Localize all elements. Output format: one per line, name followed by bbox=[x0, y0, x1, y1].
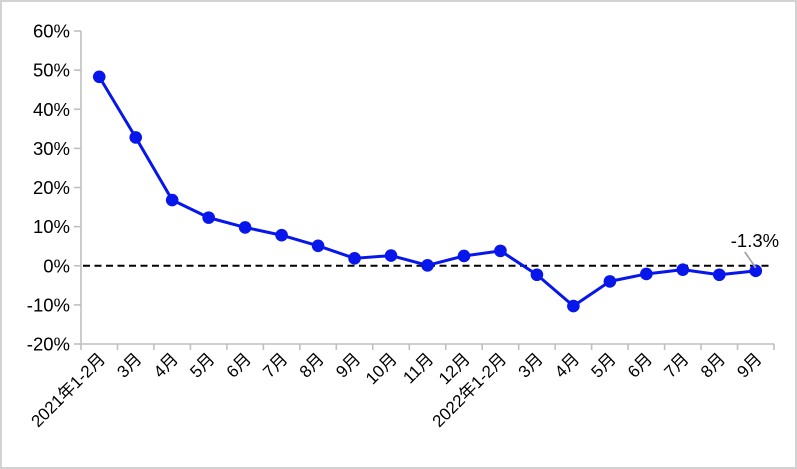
x-axis-tick-label: 11月 bbox=[399, 349, 437, 387]
x-axis-tick-label: 5月 bbox=[588, 349, 620, 381]
x-axis-tick-label: 3月 bbox=[113, 349, 145, 381]
data-point-marker bbox=[421, 259, 434, 272]
annotation-leader-line bbox=[744, 251, 757, 269]
data-point-marker bbox=[712, 268, 726, 282]
x-axis-tick-label: 10月 bbox=[362, 349, 401, 388]
y-axis-tick-label: 0% bbox=[43, 255, 70, 276]
y-axis-tick-label: -20% bbox=[27, 334, 70, 355]
x-axis-tick-label: 6月 bbox=[624, 349, 656, 381]
data-point-marker bbox=[494, 244, 507, 258]
y-axis-tick-label: 30% bbox=[33, 138, 70, 159]
x-axis-tick-label: 4月 bbox=[551, 349, 583, 381]
annotation-label: -1.3% bbox=[731, 230, 779, 251]
data-point-marker bbox=[530, 268, 544, 282]
data-point-marker bbox=[749, 264, 763, 278]
x-axis-tick-label: 4月 bbox=[150, 349, 182, 381]
x-axis-tick-label: 9月 bbox=[332, 349, 364, 381]
data-point-marker bbox=[202, 211, 215, 224]
y-axis-tick-label: 50% bbox=[33, 60, 70, 81]
data-point-marker bbox=[676, 263, 690, 276]
data-point-marker bbox=[457, 249, 471, 263]
y-axis-tick-label: 20% bbox=[33, 177, 70, 198]
data-point-marker bbox=[348, 252, 361, 265]
x-axis-tick-label: 8月 bbox=[296, 349, 328, 381]
x-axis-tick-label: 6月 bbox=[223, 349, 255, 381]
data-point-marker bbox=[275, 228, 288, 242]
x-axis-tick-label: 7月 bbox=[660, 349, 692, 381]
data-point-marker bbox=[603, 275, 617, 288]
x-axis-tick-label: 5月 bbox=[186, 349, 218, 381]
x-axis-tick-label: 7月 bbox=[259, 349, 291, 381]
x-axis-tick-label: 2021年1-2月 bbox=[27, 349, 109, 431]
data-point-marker bbox=[165, 193, 179, 207]
x-axis-tick-label: 8月 bbox=[697, 349, 729, 381]
y-axis-tick-label: 10% bbox=[33, 216, 70, 237]
data-point-marker bbox=[640, 267, 653, 281]
data-point-marker bbox=[238, 221, 252, 234]
data-point-marker bbox=[384, 249, 398, 262]
x-axis-tick-label: 3月 bbox=[515, 349, 547, 381]
data-point-marker bbox=[92, 70, 106, 84]
y-axis-tick-label: 60% bbox=[33, 21, 70, 42]
y-axis-tick-label: 40% bbox=[33, 99, 70, 120]
x-axis-tick-label: 9月 bbox=[733, 349, 765, 381]
data-point-marker bbox=[311, 239, 325, 253]
y-axis-tick-label: -10% bbox=[27, 294, 70, 315]
data-point-marker bbox=[567, 299, 580, 313]
data-point-marker bbox=[129, 131, 143, 144]
